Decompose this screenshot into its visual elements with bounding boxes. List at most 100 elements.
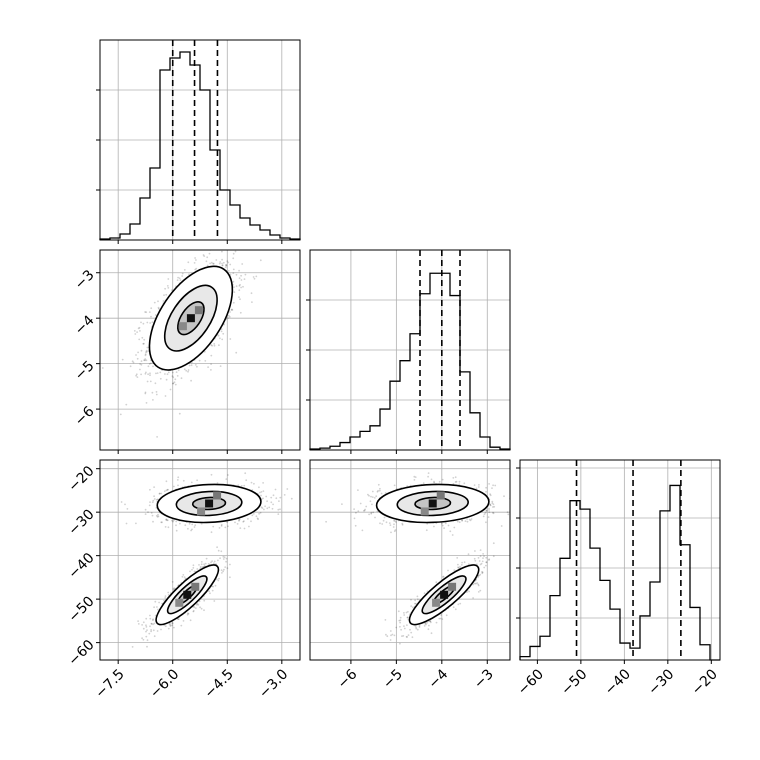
scatter-point [145,402,148,404]
scatter-point [214,242,216,244]
scatter-point [218,344,220,347]
scatter-point [454,481,457,483]
scatter-point [225,557,228,560]
scatter-point [237,484,240,487]
scatter-point [146,645,148,648]
scatter-point [472,583,475,586]
scatter-point [251,514,254,517]
scatter-point [158,492,161,495]
scatter-point [260,494,262,497]
scatter-point [203,609,205,612]
scatter-point [397,610,400,613]
scatter-point [233,291,236,293]
scatter-point [148,504,151,507]
scatter-point [135,373,138,376]
scatter-point [376,490,379,493]
scatter-point [393,519,395,522]
scatter-point [137,623,140,625]
scatter-point [196,602,199,605]
scatter-point [468,518,471,521]
scatter-point [279,508,281,511]
scatter-point [188,273,190,276]
scatter-point [152,520,154,523]
scatter-point [266,507,269,510]
scatter-point [485,561,488,564]
scatter-point [370,512,373,515]
scatter-point [173,381,176,384]
scatter-point [198,564,200,566]
scatter-point [183,576,186,579]
scatter-point [120,501,123,503]
scatter-point [386,635,389,638]
scatter-point [407,634,410,636]
scatter-point [140,349,143,352]
scatter-point [395,521,397,523]
scatter-point [216,546,219,549]
scatter-point [177,618,180,621]
scatter-point [441,524,444,527]
scatter-point [210,248,212,250]
scatter-point [149,614,151,617]
scatter-point [207,563,210,565]
scatter-point [472,597,474,599]
scatter-point [449,530,452,533]
scatter-point [217,334,220,337]
scatter-point [258,486,260,489]
scatter-point [229,563,231,566]
scatter-point [381,523,384,525]
scatter-point [272,494,275,497]
scatter-point [435,621,438,624]
scatter-point [454,476,457,479]
scatter-point [427,472,430,474]
scatter-point [479,549,482,551]
scatter-point [461,519,463,522]
scatter-point [259,259,262,262]
scatter-point [489,504,492,506]
scatter-point [155,514,158,517]
scatter-point [464,520,467,522]
scatter-point [252,513,255,515]
scatter-point [223,556,226,559]
scatter-point [149,372,151,375]
scatter-point [238,520,240,522]
scatter-point [205,557,208,560]
scatter-point [171,581,174,583]
scatter-point [153,622,156,625]
scatter-point [165,519,168,521]
scatter-point [146,321,149,324]
scatter-point [221,250,223,253]
scatter-point [262,497,264,500]
scatter-point [475,487,478,490]
scatter-point [477,557,480,559]
scatter-point [150,362,152,365]
scatter-point [157,306,160,309]
scatter-point [180,377,183,380]
scatter-point [210,261,213,264]
scatter-point [354,524,357,527]
scatter-point [136,376,139,378]
scatter-point [259,511,262,514]
scatter-point [200,561,203,563]
scatter-point [194,607,197,609]
scatter-point [193,570,196,573]
scatter-point [218,577,220,580]
scatter-point [166,519,169,522]
scatter-point [169,388,172,391]
scatter-point [163,599,165,602]
scatter-point [141,637,144,640]
scatter-point [236,523,239,525]
scatter-point [145,371,147,374]
scatter-point [144,354,147,357]
scatter-point [222,555,225,558]
scatter-point [473,484,476,486]
scatter-point [229,338,232,340]
scatter-point [172,519,175,522]
scatter-point [175,524,177,527]
scatter-point [225,264,227,266]
scatter-point [144,372,147,375]
scatter-point [212,585,215,588]
scatter-point [173,626,175,629]
scatter-point [182,479,185,482]
scatter-point [286,488,289,490]
scatter-point [165,518,168,521]
